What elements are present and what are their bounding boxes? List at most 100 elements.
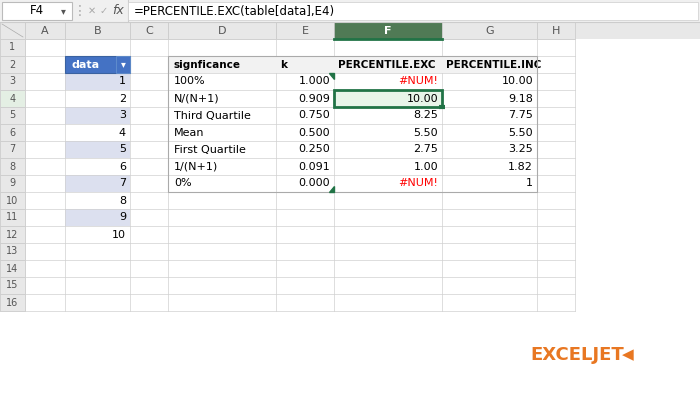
Bar: [25, 73, 65, 90]
Bar: [25, 175, 65, 192]
Bar: [25, 141, 65, 158]
Bar: [0, 73, 25, 90]
Bar: [130, 294, 168, 311]
Bar: [0, 39, 25, 56]
Text: 1.00: 1.00: [414, 162, 438, 172]
Bar: [276, 107, 334, 124]
Text: ✕: ✕: [88, 6, 96, 16]
Text: 3: 3: [119, 110, 126, 120]
Bar: [0, 277, 25, 294]
Text: 8: 8: [119, 196, 126, 206]
Bar: [65, 294, 130, 311]
Bar: [537, 243, 575, 260]
Bar: [442, 22, 537, 39]
Bar: [25, 277, 65, 294]
Bar: [65, 90, 130, 107]
Bar: [0, 260, 25, 277]
Bar: [25, 226, 65, 243]
Bar: [130, 209, 168, 226]
Bar: [0, 73, 25, 90]
Bar: [130, 260, 168, 277]
Bar: [130, 90, 168, 107]
Bar: [334, 90, 442, 107]
Text: C: C: [145, 26, 153, 36]
Bar: [276, 22, 334, 39]
Text: Third Quartile: Third Quartile: [174, 110, 251, 120]
Bar: [442, 260, 537, 277]
Text: #NUM!: #NUM!: [398, 76, 438, 86]
Bar: [0, 192, 25, 209]
Bar: [25, 158, 65, 175]
Bar: [442, 243, 537, 260]
Bar: [537, 175, 575, 192]
Bar: [0, 107, 25, 124]
Bar: [537, 39, 575, 56]
Bar: [442, 175, 537, 192]
Bar: [276, 260, 334, 277]
Bar: [334, 158, 442, 175]
Bar: [442, 73, 537, 90]
Bar: [334, 277, 442, 294]
Bar: [276, 56, 334, 73]
Text: ◀: ◀: [622, 348, 634, 362]
Bar: [25, 90, 65, 107]
Bar: [334, 22, 442, 39]
Bar: [25, 56, 65, 73]
Bar: [65, 175, 130, 192]
Bar: [25, 260, 65, 277]
Bar: [168, 226, 276, 243]
Bar: [0, 192, 25, 209]
Text: 4: 4: [9, 94, 15, 104]
Bar: [276, 56, 334, 73]
Bar: [168, 56, 276, 73]
Bar: [25, 243, 65, 260]
Text: 9: 9: [119, 212, 126, 222]
Bar: [334, 209, 442, 226]
Bar: [0, 209, 25, 226]
Bar: [276, 124, 334, 141]
Bar: [65, 73, 130, 90]
Bar: [168, 192, 276, 209]
Text: 10: 10: [112, 230, 126, 240]
Bar: [0, 226, 25, 243]
Bar: [537, 260, 575, 277]
Bar: [442, 209, 537, 226]
Text: 7.75: 7.75: [508, 110, 533, 120]
Text: 8: 8: [9, 162, 15, 172]
Text: A: A: [41, 26, 49, 36]
Text: 9.18: 9.18: [508, 94, 533, 104]
Bar: [130, 277, 168, 294]
Bar: [130, 22, 168, 39]
Bar: [168, 107, 276, 124]
Bar: [537, 141, 575, 158]
Bar: [334, 175, 442, 192]
Text: 12: 12: [6, 230, 19, 240]
Bar: [0, 226, 25, 243]
Text: F: F: [384, 26, 392, 36]
Bar: [0, 260, 25, 277]
Text: ▾: ▾: [120, 60, 125, 70]
Bar: [0, 141, 25, 158]
Bar: [276, 158, 334, 175]
Bar: [442, 56, 537, 73]
Bar: [168, 39, 276, 56]
Bar: [65, 192, 130, 209]
Text: 5.50: 5.50: [414, 128, 438, 138]
Bar: [0, 90, 25, 107]
Bar: [276, 141, 334, 158]
Bar: [2, 2, 72, 20]
Text: 15: 15: [6, 280, 19, 290]
Bar: [65, 260, 130, 277]
Bar: [168, 56, 537, 192]
Bar: [25, 192, 65, 209]
Bar: [537, 56, 575, 73]
Bar: [65, 158, 130, 175]
Bar: [130, 175, 168, 192]
Bar: [168, 124, 276, 141]
Bar: [65, 107, 130, 124]
Bar: [0, 39, 25, 56]
Bar: [334, 107, 442, 124]
Bar: [537, 107, 575, 124]
Bar: [130, 39, 168, 56]
Text: EXCELJET: EXCELJET: [530, 346, 624, 364]
